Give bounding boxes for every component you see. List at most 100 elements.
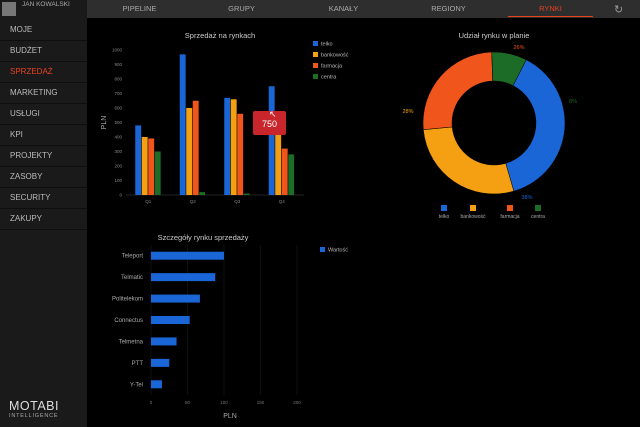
y-axis-label: PLN — [101, 116, 108, 130]
user-name: JAN KOWALSKI — [22, 1, 70, 8]
sidebar-item-marketing[interactable]: MARKETING — [0, 83, 87, 104]
sidebar: JAN KOWALSKI MOJE BUDŻET SPRZEDAŻ MARKET… — [0, 0, 87, 427]
legend-swatch-centra — [535, 205, 541, 211]
category-label: Politelekom — [112, 297, 143, 303]
donut-chart-title: Udział rynku w planie — [459, 31, 530, 40]
legend-swatch-bankowo — [313, 52, 318, 57]
bar-chart-title: Sprzedaż na rynkach — [185, 31, 255, 40]
bar-telko-q1 — [135, 125, 142, 195]
tooltip-box — [253, 111, 286, 135]
refresh-icon[interactable]: ↻ — [614, 4, 624, 16]
y-tick-label: 0 — [119, 193, 122, 198]
bar-farmacja-q1 — [148, 138, 155, 195]
legend-label: telko — [439, 214, 450, 220]
legend-label: centra — [531, 214, 545, 220]
category-label: Y-Tel — [130, 382, 143, 388]
legend-label: farmacja — [321, 64, 343, 70]
bar-centra-q2 — [199, 192, 206, 195]
x-tick-label: 150 — [257, 400, 265, 405]
category-label: Telmatic — [121, 275, 143, 281]
tab-kanaly[interactable]: KANAŁY — [328, 4, 359, 13]
user-avatar — [2, 2, 16, 16]
donut-slice-centra — [491, 51, 527, 86]
hbar-bar-teleport — [151, 251, 224, 260]
bar-farmacja-q2 — [192, 100, 199, 195]
x-axis-label: PLN — [223, 413, 237, 420]
hbar-bar-politelekom — [151, 294, 200, 303]
bar-bankowo-q1 — [141, 137, 148, 195]
category-label: Telmetna — [119, 339, 144, 345]
legend-label: bankowość — [460, 214, 486, 220]
x-tick-label: Q4 — [279, 199, 286, 204]
legend-label: bankowość — [321, 53, 349, 59]
donut-slice-bankowo — [423, 126, 515, 195]
donut-slice-label: 26% — [513, 45, 524, 51]
donut-slice-telko — [505, 59, 566, 192]
x-tick-label: Q2 — [190, 199, 197, 204]
category-label: PTT — [132, 361, 144, 367]
donut-slice-label: 28% — [402, 109, 413, 115]
bar-centra-q4 — [288, 154, 295, 195]
sidebar-item-kpi[interactable]: KPI — [0, 125, 87, 146]
top-navigation: PIPELINE GRUPY KANAŁY REGIONY RYNKI ↻ — [87, 0, 640, 18]
bar-telko-q4 — [268, 86, 275, 195]
bar-telko-q2 — [179, 54, 186, 195]
bar-farmacja-q4 — [281, 148, 288, 195]
tab-grupy[interactable]: GRUPY — [228, 4, 255, 13]
bar-bankowo-q2 — [186, 108, 193, 195]
cursor-icon: ↖ — [269, 109, 277, 119]
legend-swatch-telko — [441, 205, 447, 211]
y-tick-label: 600 — [114, 106, 122, 111]
tab-pipeline[interactable]: PIPELINE — [122, 4, 157, 13]
donut-slice-label: 8% — [569, 99, 577, 105]
hbar-bar-ptt — [151, 358, 170, 367]
category-label: Connectus — [114, 318, 143, 324]
sidebar-menu: MOJE BUDŻET SPRZEDAŻ MARKETING USŁUGI KP… — [0, 20, 87, 230]
market-detail-chart: Szczegóły rynku sprzedaży 0 50 100 150 200 PLN… — [112, 233, 348, 420]
sales-bar-chart: Sprzedaż na rynkach 0 100 200 300 400 500 600 70… — [101, 31, 349, 204]
sidebar-item-zasoby[interactable]: ZASOBY — [0, 167, 87, 188]
y-tick-label: 700 — [114, 91, 122, 96]
sidebar-item-zakupy[interactable]: ZAKUPY — [0, 209, 87, 230]
logo: MOTABI INTELLIGENCE — [9, 399, 59, 420]
y-tick-label: 300 — [114, 149, 122, 154]
category-label: Teleport — [122, 254, 144, 260]
legend-swatch-farmacja — [313, 63, 318, 68]
y-tick-label: 400 — [114, 135, 122, 140]
legend-label: centra — [321, 75, 337, 81]
user-panel[interactable]: JAN KOWALSKI — [0, 0, 87, 20]
x-tick-label: 50 — [185, 400, 191, 405]
tab-regiony[interactable]: REGIONY — [431, 4, 466, 13]
bar-centra-q1 — [154, 151, 161, 195]
hbar-bar-ytel — [151, 380, 162, 389]
hbar-chart-title: Szczegóły rynku sprzedaży — [158, 233, 249, 242]
x-tick-label: 200 — [293, 400, 301, 405]
x-tick-label: 0 — [150, 400, 153, 405]
y-tick-label: 900 — [114, 62, 122, 67]
donut-slice-label: 38% — [521, 195, 532, 201]
legend-swatch-centra — [313, 74, 318, 79]
y-tick-label: 800 — [114, 77, 122, 82]
logo-name: MOTABI — [9, 399, 59, 413]
tab-rynki[interactable]: RYNKI — [508, 0, 593, 17]
donut-slice-farmacja — [422, 51, 493, 130]
sidebar-item-moje[interactable]: MOJE — [0, 20, 87, 41]
x-tick-label: Q3 — [234, 199, 241, 204]
x-tick-label: 100 — [220, 400, 228, 405]
sidebar-item-uslugi[interactable]: USŁUGI — [0, 104, 87, 125]
sidebar-item-projekty[interactable]: PROJEKTY — [0, 146, 87, 167]
tooltip-value: 750 — [262, 119, 277, 129]
y-tick-label: 1000 — [112, 48, 123, 53]
legend-swatch-wartosc — [320, 247, 325, 252]
sidebar-item-security[interactable]: SECURITY — [0, 188, 87, 209]
bar-centra-q3 — [243, 193, 250, 195]
bar-farmacja-q3 — [237, 113, 244, 195]
sidebar-item-budzet[interactable]: BUDŻET — [0, 41, 87, 62]
hbar-bar-connectus — [151, 316, 190, 324]
legend-swatch-farmacja — [507, 205, 513, 211]
sidebar-item-sprzedaz[interactable]: SPRZEDAŻ — [0, 62, 87, 83]
y-tick-label: 100 — [114, 178, 122, 183]
legend-swatch-bankowo — [470, 205, 476, 211]
y-tick-label: 500 — [114, 120, 122, 125]
